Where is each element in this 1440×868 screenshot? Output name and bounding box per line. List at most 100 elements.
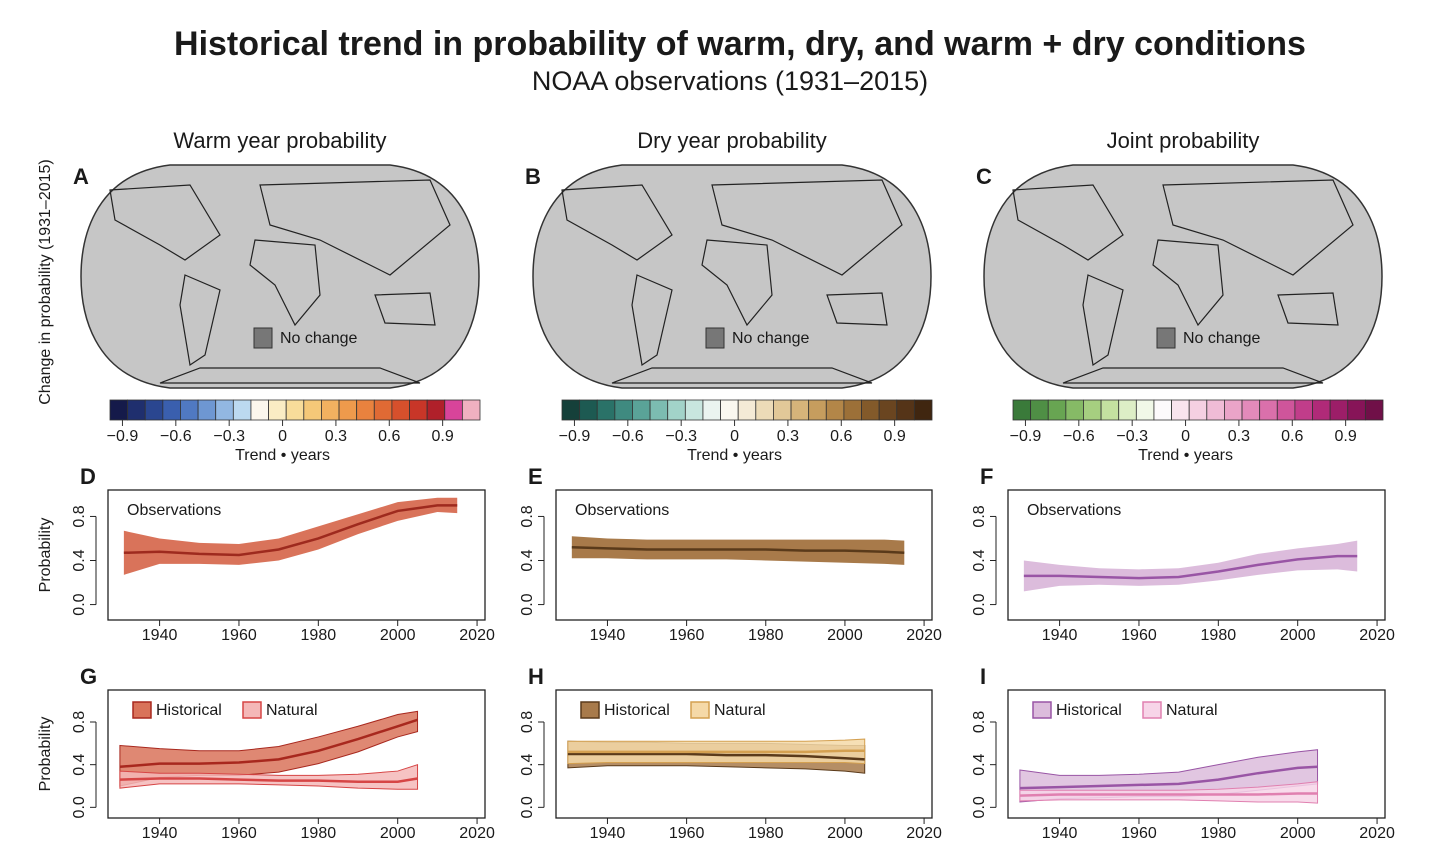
legend-label: Natural (266, 702, 318, 719)
plot-frame (1007, 689, 1386, 819)
colorbar-label: Trend • years (1138, 447, 1233, 464)
y-axis-label: Probability (37, 518, 54, 593)
colorbar-cell (1118, 399, 1137, 421)
series-line (123, 504, 458, 557)
panel-letter: A (73, 164, 89, 189)
colorbar-cell (1153, 399, 1172, 421)
colorbar-cell (808, 399, 827, 421)
colorbar-cell (285, 399, 305, 421)
colorbar-cell (461, 399, 481, 421)
y-tick-label: 0.4 (519, 549, 536, 571)
y-tick-label: 0.4 (971, 549, 988, 571)
x-tick-label: 1960 (669, 825, 705, 842)
colorbar-cell (197, 399, 217, 421)
colorbar-cell (1083, 399, 1102, 421)
colorbar-cell (1347, 399, 1366, 421)
colorbar-cell (878, 399, 898, 421)
panel-title: Warm year probability (173, 128, 386, 153)
uncertainty-band (1019, 781, 1319, 804)
legend-swatch (690, 701, 710, 719)
colorbar-cell (391, 399, 410, 421)
x-tick-label: 2000 (827, 627, 863, 644)
colorbar-cell (579, 399, 598, 421)
x-tick-label: 2020 (1359, 627, 1395, 644)
colorbar-tick-label: 0.6 (830, 428, 852, 445)
colorbar-tick-label: −0.6 (612, 428, 644, 445)
y-tick-label: 0.8 (71, 505, 88, 527)
no-change-swatch (705, 327, 725, 349)
legend-label: Natural (1166, 702, 1218, 719)
colorbar-cell (614, 399, 633, 421)
map-outline (983, 164, 1383, 389)
y-tick-label: 0.0 (71, 796, 88, 818)
panel-letter: D (80, 464, 96, 489)
x-tick-label: 1980 (1201, 825, 1237, 842)
y-tick-label: 0.0 (971, 796, 988, 818)
colorbar-cell (684, 399, 704, 421)
colorbar-cell (215, 399, 234, 421)
colorbar-tick-label: −0.9 (559, 428, 591, 445)
colorbar-cell (373, 399, 393, 421)
continent (1012, 179, 1354, 384)
x-tick-label: 1960 (669, 627, 705, 644)
x-tick-label: 2000 (827, 825, 863, 842)
colorbar-cell (144, 399, 164, 421)
colorbar-cell (321, 399, 340, 421)
colorbar-cell (1364, 399, 1384, 421)
legend-label: Historical (1056, 702, 1122, 719)
x-tick-label: 1940 (142, 825, 178, 842)
plot-frame (107, 489, 486, 621)
colorbar-tick-label: 0.6 (378, 428, 400, 445)
colorbar-tick-label: 0 (278, 428, 287, 445)
colorbar-cell (1241, 399, 1261, 421)
series-annotation: Observations (127, 502, 221, 519)
legend-swatch (1142, 701, 1162, 719)
colorbar-tick-label: −0.3 (1116, 428, 1148, 445)
legend-label: Historical (156, 702, 222, 719)
colorbar-cell (409, 399, 428, 421)
colorbar-cell (702, 399, 721, 421)
legend-label: Natural (714, 702, 766, 719)
colorbar-cell (1294, 399, 1313, 421)
series-line (1019, 765, 1318, 790)
colorbar-cell (632, 399, 651, 421)
panel-title: Joint probability (1107, 128, 1260, 153)
colorbar-cell (1188, 399, 1208, 421)
colorbar-cell (913, 399, 933, 421)
x-tick-label: 1980 (301, 627, 337, 644)
colorbar-tick-label: 0.9 (1335, 428, 1357, 445)
continent (561, 179, 903, 384)
panel-letter: G (80, 664, 97, 689)
series-line (567, 749, 865, 754)
colorbar-cell (1259, 399, 1278, 421)
colorbar-cell (825, 399, 845, 421)
colorbar-tick-label: 0 (730, 428, 739, 445)
colorbar-cell (1012, 399, 1032, 421)
colorbar-tick-label: −0.6 (160, 428, 192, 445)
no-change-swatch (253, 327, 273, 349)
x-tick-label: 2020 (906, 627, 942, 644)
x-tick-label: 1980 (748, 627, 784, 644)
x-tick-label: 2000 (1280, 627, 1316, 644)
x-tick-label: 1980 (301, 825, 337, 842)
x-tick-label: 1980 (748, 825, 784, 842)
legend-label: Historical (604, 702, 670, 719)
colorbar-cell (338, 399, 358, 421)
y-axis-label: Probability (37, 717, 54, 792)
panel-letter: H (528, 664, 544, 689)
continent (109, 179, 451, 384)
y-tick-label: 0.4 (71, 549, 88, 571)
x-tick-label: 1960 (1121, 627, 1157, 644)
series-line (119, 718, 418, 769)
x-tick-label: 2020 (459, 825, 495, 842)
series-line (1023, 554, 1358, 580)
colorbar-tick-label: 0.9 (884, 428, 906, 445)
x-tick-label: 1960 (221, 825, 257, 842)
legend-swatch (580, 701, 600, 719)
x-tick-label: 1980 (1201, 627, 1237, 644)
colorbar-cell (162, 399, 181, 421)
colorbar-tick-label: 0 (1181, 428, 1190, 445)
colorbar-cell (737, 399, 757, 421)
colorbar-cell (1312, 399, 1331, 421)
